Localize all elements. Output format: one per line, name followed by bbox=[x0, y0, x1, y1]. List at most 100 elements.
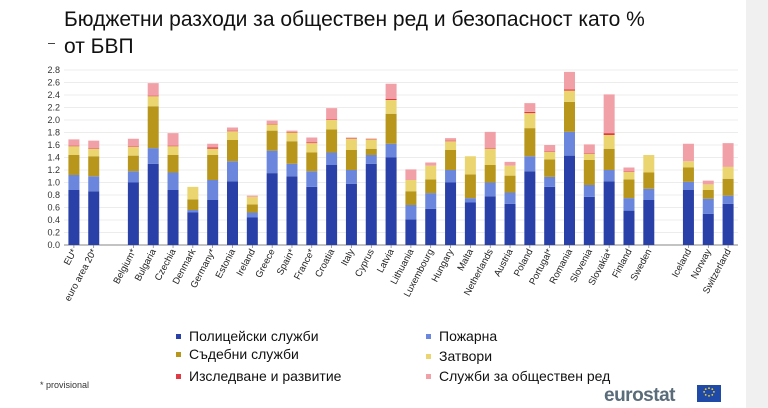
bar-segment bbox=[524, 128, 536, 157]
bar-segment bbox=[544, 151, 556, 152]
bar-segment bbox=[385, 157, 397, 245]
bar-segment bbox=[385, 113, 397, 144]
bar-segment bbox=[127, 182, 139, 245]
bar-segment bbox=[583, 160, 595, 185]
legend-swatch-police bbox=[176, 333, 181, 339]
bar-segment bbox=[286, 163, 298, 177]
bar-segment bbox=[286, 176, 298, 245]
y-tick-label: 0.8 bbox=[47, 190, 60, 200]
bar-segment bbox=[266, 123, 278, 125]
bar-segment bbox=[127, 146, 139, 147]
right-edge-strip bbox=[746, 0, 768, 408]
y-tick-label: 0.4 bbox=[47, 215, 60, 225]
bar-segment bbox=[345, 170, 357, 184]
bar-segment bbox=[147, 96, 159, 107]
bar-segment bbox=[187, 212, 199, 245]
bar-segment bbox=[266, 124, 278, 131]
bar-segment bbox=[88, 140, 100, 149]
bar-segment bbox=[207, 180, 219, 200]
bar-segment bbox=[682, 161, 694, 168]
bar-segment bbox=[504, 203, 516, 245]
bar-segment bbox=[643, 188, 655, 200]
bar-segment bbox=[326, 152, 338, 165]
bar-segment bbox=[246, 204, 258, 213]
bar-segment bbox=[722, 178, 734, 196]
bar-segment bbox=[583, 185, 595, 197]
bar-segment bbox=[306, 137, 318, 143]
bar-segment bbox=[68, 155, 80, 175]
bar-segment bbox=[425, 193, 437, 209]
bar-segment bbox=[147, 95, 159, 97]
legend-item-fire: Пожарна bbox=[426, 328, 497, 345]
bar-segment bbox=[88, 148, 100, 157]
bar-segment bbox=[68, 146, 80, 155]
bar-segment bbox=[286, 141, 298, 164]
bar-segment bbox=[246, 212, 258, 218]
y-tick-label: 0.0 bbox=[47, 240, 60, 250]
y-tick-label: 2.0 bbox=[47, 115, 60, 125]
bar-segment bbox=[544, 176, 556, 187]
bar-segment bbox=[564, 90, 575, 102]
x-tick-label: Italy bbox=[339, 247, 357, 268]
bar-segment bbox=[524, 113, 536, 129]
bar-segment bbox=[722, 203, 734, 245]
bar-segment bbox=[306, 186, 318, 245]
bar-segment bbox=[504, 165, 516, 176]
bar-segment bbox=[464, 156, 476, 175]
bar-segment bbox=[365, 155, 377, 164]
bar-segment bbox=[345, 138, 357, 139]
bar-segment bbox=[266, 120, 278, 124]
bar-segment bbox=[227, 140, 238, 162]
bar-segment bbox=[405, 169, 417, 180]
chart-title-line-2: от БВП bbox=[64, 35, 134, 58]
bar-segment bbox=[306, 143, 318, 153]
legend-item-prisons: Затвори bbox=[426, 348, 492, 365]
bar-segment bbox=[167, 145, 179, 147]
bar-segment bbox=[564, 101, 575, 132]
bar-segment bbox=[88, 156, 100, 177]
bar-segment bbox=[207, 147, 219, 149]
bar-segment bbox=[345, 150, 357, 170]
bar-segment bbox=[345, 137, 357, 139]
bar-segment bbox=[286, 131, 298, 133]
bar-segment bbox=[187, 210, 199, 213]
bar-segment bbox=[306, 142, 318, 144]
bar-segment bbox=[623, 171, 635, 180]
x-tick-label: Estonia bbox=[214, 247, 239, 281]
eu-flag-icon bbox=[697, 385, 721, 402]
bar-segment bbox=[722, 166, 734, 179]
bar-segment bbox=[127, 146, 139, 156]
y-tick-label: 1.0 bbox=[47, 178, 60, 188]
bar-segment bbox=[682, 167, 694, 182]
x-tick-label: Croatia bbox=[313, 247, 337, 280]
bar-segment bbox=[682, 190, 694, 245]
bar-segment bbox=[425, 165, 437, 180]
bar-segment bbox=[266, 130, 278, 151]
bar-segment bbox=[266, 173, 278, 245]
bar-segment bbox=[643, 172, 655, 189]
bar-segment bbox=[88, 191, 100, 245]
legend-swatch-rnd bbox=[176, 373, 181, 379]
bar-segment bbox=[385, 100, 397, 114]
bar-segment bbox=[345, 138, 357, 150]
bar-segment bbox=[603, 181, 615, 245]
bar-segment bbox=[227, 131, 238, 140]
bar-segment bbox=[445, 150, 457, 170]
legend-label-police: Полицейски служби bbox=[189, 328, 319, 344]
bar-segment bbox=[603, 170, 615, 182]
bar-segment bbox=[603, 94, 615, 134]
bar-segment bbox=[306, 152, 318, 172]
bar-segment bbox=[504, 192, 516, 204]
y-tick-label: 1.6 bbox=[47, 140, 60, 150]
legend-swatch-courts bbox=[176, 351, 181, 357]
bar-segment bbox=[345, 183, 357, 245]
legend-item-police: Полицейски служби bbox=[176, 328, 319, 345]
bar-segment bbox=[385, 98, 397, 100]
bar-segment bbox=[306, 171, 318, 187]
bar-segment bbox=[68, 145, 80, 147]
bar-segment bbox=[326, 120, 338, 130]
bar-segment bbox=[504, 161, 516, 166]
bar-segment bbox=[583, 153, 595, 154]
legend-swatch-other bbox=[426, 373, 431, 379]
